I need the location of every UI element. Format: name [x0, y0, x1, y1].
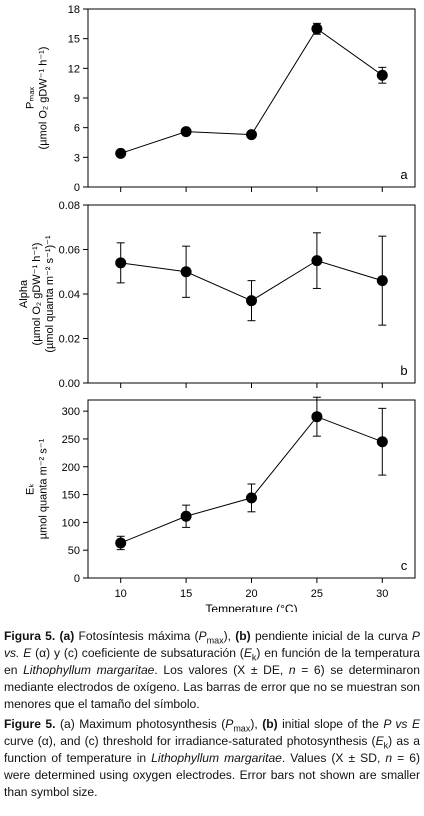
- y-tick-label: 0: [74, 573, 80, 585]
- y-axis-label: (µmol O₂ gDW⁻¹ h⁻¹): [31, 243, 43, 346]
- caption-symbol: n: [288, 663, 296, 677]
- chart-panel-b: 0.00 0.02 0.04 0.06 0.08 Alpha (µmol O₂ gDW⁻¹ …: [18, 200, 416, 390]
- y-tick-label: 150: [62, 490, 80, 502]
- caption-text: ) as a function of temperature in: [4, 734, 420, 765]
- caption-subscript: k: [383, 740, 389, 751]
- chart-panel-a: 0 3 6 9 12 15 18 Pₘₐₓ (µmol O₂ gDW⁻¹ h⁻¹) a: [25, 4, 416, 194]
- y-tick-label: 3: [74, 152, 80, 164]
- caption-subscript: k: [251, 652, 257, 663]
- caption-english: Figure 5. (a) Maximum photosynthesis (Pm…: [4, 716, 420, 801]
- caption-species: Lithophyllum margaritae: [151, 751, 282, 765]
- y-tick-label: 0.08: [59, 200, 80, 212]
- caption-subscript: max: [233, 723, 251, 734]
- y-axis-label: Eₖ: [25, 483, 37, 495]
- x-tick-label: 20: [245, 588, 257, 600]
- y-tick-label: 200: [62, 462, 80, 474]
- y-tick-label: 250: [62, 434, 80, 446]
- data-point: [311, 255, 323, 267]
- caption-text: = 6) se determinaron mediante electrodos…: [4, 663, 420, 711]
- caption-species: Lithophyllum margaritae: [23, 663, 155, 677]
- caption-text: ),: [223, 629, 236, 643]
- y-axis-label: Alpha: [18, 279, 30, 308]
- data-point: [246, 129, 257, 141]
- y-tick-label: 100: [62, 517, 80, 529]
- data-point: [180, 266, 192, 278]
- y-axis-label: µmol quanta m⁻² s⁻¹: [38, 438, 50, 539]
- y-axis-label: (µmol quanta m⁻² s⁻¹)⁻¹: [44, 235, 56, 353]
- panel-letter: a: [400, 167, 408, 182]
- x-axis-label: Temperature (°C): [205, 602, 297, 612]
- data-point: [311, 411, 323, 423]
- y-tick-label: 0.00: [59, 378, 80, 390]
- caption-symbol: P: [198, 629, 207, 643]
- caption-subscript: max: [206, 635, 224, 646]
- y-tick-label: 0.02: [59, 334, 80, 346]
- chart-panel-c: 0 50 100 150 200 250 300 10 15 20 25 30 Temperature …: [25, 396, 416, 612]
- caption-text: curve (α), and (c) threshold for irradia…: [4, 734, 376, 748]
- caption-text: . Values (X ± SD,: [281, 751, 386, 765]
- x-tick-label: 15: [180, 588, 192, 600]
- data-point: [115, 147, 127, 159]
- caption-text: Fotosíntesis máxima (: [74, 629, 199, 643]
- caption-marker-b: (b): [262, 717, 278, 731]
- y-tick-label: 12: [68, 63, 80, 75]
- caption-symbol: n: [385, 751, 393, 765]
- y-tick-label: 9: [74, 93, 80, 105]
- caption-symbol: P vs. E: [4, 629, 420, 660]
- y-axis-label: (µmol O₂ gDW⁻¹ h⁻¹): [38, 47, 50, 150]
- x-tick-label: 10: [115, 588, 127, 600]
- data-point: [115, 537, 127, 549]
- caption-symbol: E: [375, 734, 384, 748]
- data-point: [115, 257, 127, 269]
- caption-text: (α) y (c) coeficiente de subsaturación (: [31, 646, 244, 660]
- caption-text: ),: [250, 717, 263, 731]
- caption-marker-a: (a): [59, 629, 75, 643]
- y-tick-label: 0.06: [59, 245, 80, 257]
- caption-text: . Los valores (X ± DE,: [154, 663, 289, 677]
- data-point: [376, 69, 388, 81]
- y-tick-label: 0.04: [59, 289, 80, 301]
- x-tick-label: 30: [376, 588, 388, 600]
- caption-label: Figure 5.: [4, 717, 56, 731]
- caption-marker-b: (b): [235, 629, 251, 643]
- y-tick-label: 0: [74, 182, 80, 194]
- panel-letter: b: [400, 363, 407, 378]
- y-axis-label: Pₘₐₓ: [25, 87, 37, 109]
- caption-symbol: P vs E: [383, 717, 421, 731]
- data-point: [246, 492, 257, 504]
- y-tick-label: 18: [68, 4, 80, 16]
- data-point: [311, 23, 323, 35]
- caption-text: ) en función de la temperatura en: [4, 646, 420, 677]
- data-point: [376, 436, 388, 448]
- caption-symbol: P: [225, 717, 234, 731]
- caption-label: Figura 5.: [4, 629, 56, 643]
- plot-frame: [87, 8, 416, 188]
- caption-text: = 6) were determined using oxygen electr…: [4, 751, 420, 799]
- caption-symbol: E: [243, 646, 252, 660]
- caption-text: initial slope of the: [277, 717, 384, 731]
- data-point: [376, 275, 388, 287]
- data-point: [246, 295, 257, 307]
- panel-letter: c: [401, 558, 408, 573]
- y-tick-label: 15: [68, 34, 80, 46]
- caption-text: (a) Maximum photosynthesis (: [55, 717, 226, 731]
- x-tick-label: 25: [311, 588, 323, 600]
- y-tick-label: 300: [62, 406, 80, 418]
- data-point: [180, 510, 192, 522]
- y-tick-label: 6: [74, 123, 80, 135]
- caption-spanish: Figura 5. (a) Fotosíntesis máxima (Pmax)…: [4, 628, 420, 713]
- y-tick-label: 50: [68, 545, 80, 557]
- data-point: [180, 126, 192, 138]
- series-line: [120, 416, 383, 544]
- caption-text: pendiente inicial de la curva: [250, 629, 412, 643]
